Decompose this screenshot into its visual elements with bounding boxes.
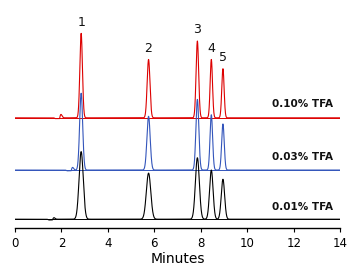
Text: 2: 2 xyxy=(145,42,152,55)
Text: 5: 5 xyxy=(219,51,227,64)
X-axis label: Minutes: Minutes xyxy=(150,252,205,266)
Text: 0.03% TFA: 0.03% TFA xyxy=(272,152,333,162)
Text: 0.10% TFA: 0.10% TFA xyxy=(272,99,333,109)
Text: 3: 3 xyxy=(194,23,201,36)
Text: 1: 1 xyxy=(77,16,85,29)
Text: 4: 4 xyxy=(207,42,215,55)
Text: 0.01% TFA: 0.01% TFA xyxy=(272,201,333,211)
